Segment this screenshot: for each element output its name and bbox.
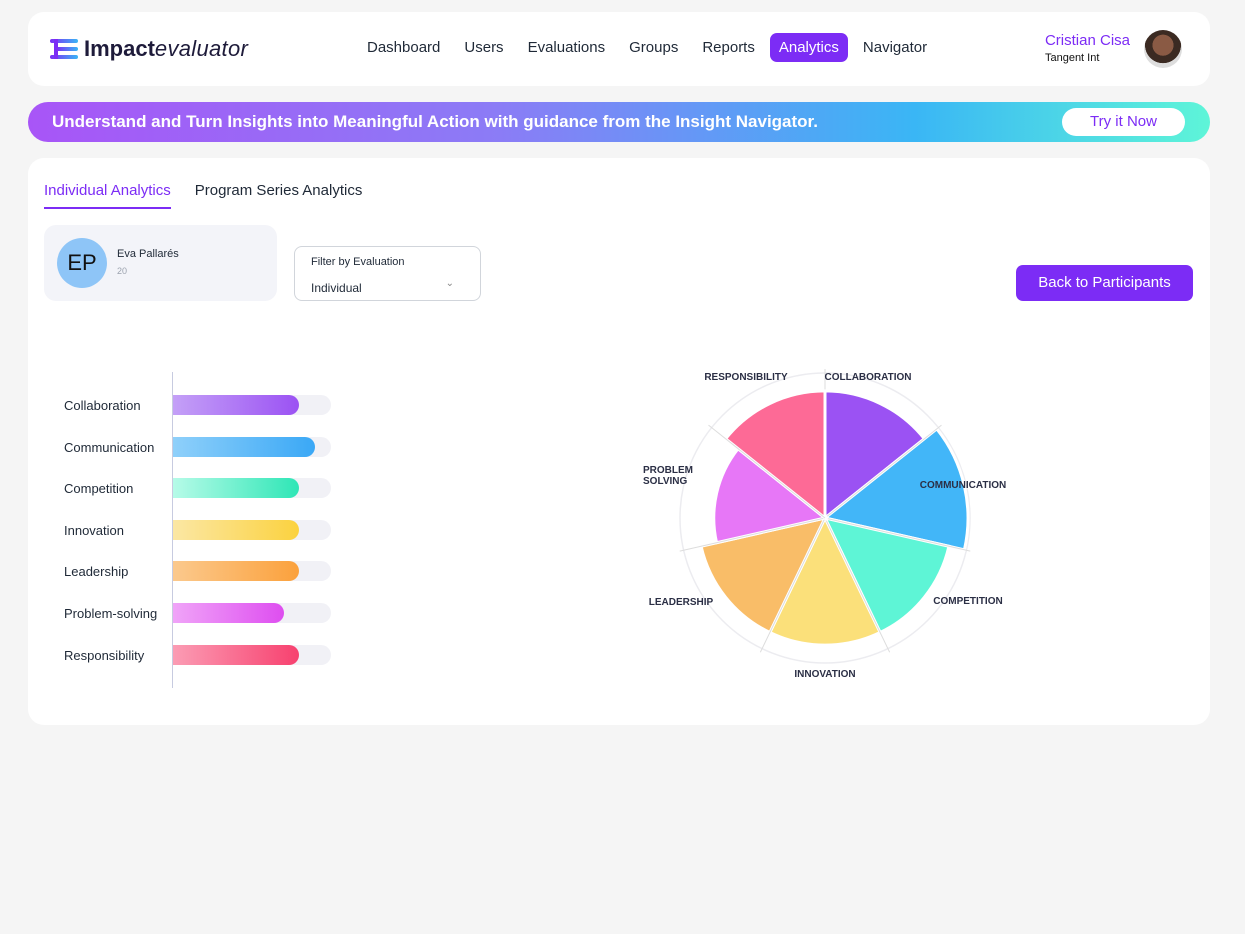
try-it-now-button[interactable]: Try it Now — [1062, 108, 1185, 136]
polar-label: COMPETITION — [933, 596, 1002, 607]
filter-label: Filter by Evaluation — [311, 256, 405, 268]
bar-track — [173, 603, 331, 623]
bar-label: Communication — [64, 439, 155, 455]
tab-individual-analytics[interactable]: Individual Analytics — [44, 182, 171, 209]
polar-slice — [821, 426, 970, 552]
bar-label: Leadership — [64, 564, 129, 580]
polar-spoke — [759, 517, 826, 653]
polar-slice — [712, 446, 829, 545]
bar-track — [173, 561, 331, 582]
bar-track — [173, 519, 331, 540]
nav-evaluations[interactable]: Evaluations — [527, 39, 606, 56]
bar-track — [173, 395, 331, 415]
bar-track — [173, 644, 331, 665]
bar-row: Competition — [64, 477, 374, 499]
bar — [173, 561, 300, 582]
polar-slice — [723, 389, 827, 522]
polar-label: LEADERSHIP — [649, 597, 714, 608]
bar-row: Responsibility — [64, 644, 374, 666]
polar-spoke — [679, 517, 826, 552]
bar-track — [173, 478, 331, 499]
nav-users[interactable]: Users — [464, 39, 504, 56]
polar-slice — [823, 389, 927, 522]
bar — [173, 603, 284, 623]
nav-navigator[interactable]: Navigator — [862, 39, 928, 56]
participant-card: EP Eva Pallarés 20 — [44, 225, 277, 301]
participant-avatar: EP — [57, 238, 107, 288]
nav-dashboard[interactable]: Dashboard — [367, 39, 441, 56]
user-info[interactable]: Cristian Cisa Tangent Int — [1045, 32, 1130, 64]
nav-groups[interactable]: Groups — [629, 39, 679, 56]
polar-label: COLLABORATION — [824, 372, 911, 383]
user-avatar[interactable] — [1144, 30, 1182, 68]
bar — [173, 436, 316, 457]
filter-value: Individual — [311, 281, 362, 295]
tab-program-series-analytics[interactable]: Program Series Analytics — [194, 182, 363, 199]
bar-label: Collaboration — [64, 398, 141, 413]
analytics-tabs: Individual Analytics Program Series Anal… — [44, 182, 362, 209]
participant-age: 20 — [117, 266, 128, 276]
polar-slice — [822, 515, 951, 635]
logo-text-light: evaluator — [154, 36, 249, 61]
bar-label: Competition — [64, 481, 134, 497]
bar — [173, 478, 300, 499]
polar-area-chart: COLLABORATION COMMUNICATION COMPETITION INN… — [643, 369, 1006, 680]
polar-label: COMMUNICATION — [920, 480, 1006, 491]
bar — [173, 395, 300, 415]
polar-label: INNOVATION — [794, 669, 855, 680]
participant-name: Eva Pallarés — [117, 248, 179, 260]
bar-row: Innovation — [64, 519, 374, 541]
bar-label: Responsibility — [64, 647, 145, 663]
bar-row: Collaboration — [64, 394, 374, 416]
polar-spoke — [824, 517, 971, 552]
nav-analytics[interactable]: Analytics — [769, 33, 848, 62]
chevron-down-icon: ⌄ — [445, 278, 454, 289]
bar — [173, 519, 300, 540]
polar-spoke — [824, 424, 942, 519]
polar-label: RESPONSIBILITY — [704, 372, 788, 383]
bar-label: Innovation — [64, 522, 124, 538]
user-org: Tangent Int — [1044, 52, 1100, 64]
evaluation-filter-select[interactable]: Filter by Evaluation Individual ⌄ — [294, 246, 481, 301]
logo-icon — [50, 39, 78, 59]
logo[interactable]: Impactevaluator — [50, 36, 248, 62]
bar-row: Leadership — [64, 560, 374, 582]
nav-reports[interactable]: Reports — [702, 39, 755, 56]
main-nav: Dashboard Users Evaluations Groups Repor… — [358, 33, 936, 62]
analytics-panel: Individual Analytics Program Series Anal… — [28, 158, 1210, 725]
bar — [173, 644, 300, 665]
banner-text: Understand and Turn Insights into Meanin… — [52, 112, 818, 131]
bar-track — [173, 436, 331, 457]
polar-spoke — [708, 424, 826, 519]
bar-row: Communication — [64, 436, 374, 458]
back-to-participants-button[interactable]: Back to Participants — [1016, 265, 1193, 301]
top-header: Impactevaluator Dashboard Users Evaluati… — [28, 12, 1210, 86]
user-name: Cristian Cisa — [1044, 32, 1130, 49]
bar-row: Problem-solving — [64, 602, 374, 624]
bar-label: Problem-solving — [64, 606, 158, 621]
polar-label: PROBLEM SOLVING — [643, 465, 693, 487]
logo-text-bold: Impact — [84, 36, 155, 61]
polar-slice — [699, 515, 828, 635]
polar-slice — [767, 514, 883, 647]
insight-banner: Understand and Turn Insights into Meanin… — [28, 102, 1210, 142]
bar-chart-axis — [172, 372, 173, 688]
polar-spoke — [824, 517, 891, 653]
